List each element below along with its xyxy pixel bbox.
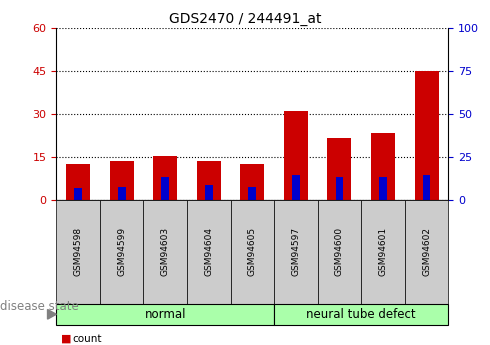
Bar: [153, 156, 177, 200]
Bar: [241, 164, 264, 200]
Text: GSM94602: GSM94602: [422, 227, 431, 276]
Bar: [205, 185, 213, 200]
Bar: [336, 177, 343, 200]
Text: GDS2470 / 244491_at: GDS2470 / 244491_at: [169, 12, 321, 26]
Text: GSM94604: GSM94604: [204, 227, 213, 276]
Text: GSM94597: GSM94597: [292, 227, 300, 276]
Bar: [284, 111, 308, 200]
Bar: [248, 187, 256, 200]
Text: GSM94598: GSM94598: [74, 227, 83, 276]
Text: GSM94605: GSM94605: [248, 227, 257, 276]
Bar: [371, 132, 395, 200]
Bar: [327, 138, 351, 200]
Text: normal: normal: [145, 308, 186, 321]
Text: GSM94599: GSM94599: [117, 227, 126, 276]
Text: disease state: disease state: [0, 300, 79, 313]
Bar: [66, 164, 90, 200]
Bar: [197, 161, 221, 200]
Text: GSM94603: GSM94603: [161, 227, 170, 276]
Bar: [423, 175, 431, 200]
Text: ■: ■: [61, 334, 72, 344]
Text: neural tube defect: neural tube defect: [306, 308, 416, 321]
Bar: [415, 71, 439, 200]
Bar: [118, 187, 125, 200]
Bar: [161, 177, 169, 200]
Text: count: count: [72, 334, 101, 344]
Text: GSM94600: GSM94600: [335, 227, 344, 276]
Text: GSM94601: GSM94601: [378, 227, 388, 276]
Bar: [74, 188, 82, 200]
Bar: [292, 175, 300, 200]
Bar: [379, 177, 387, 200]
Bar: [110, 161, 134, 200]
